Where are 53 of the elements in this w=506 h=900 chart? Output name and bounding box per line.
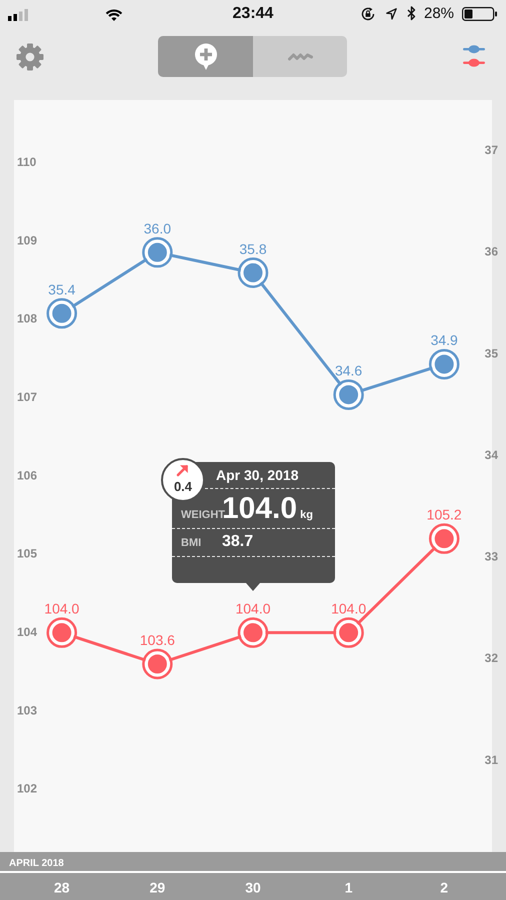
y2-tick-label: 31	[484, 752, 498, 767]
data-label: 35.4	[48, 281, 76, 298]
data-label: 104.0	[44, 600, 80, 617]
y2-tick-label: 34	[484, 448, 498, 462]
y-tick-label: 106	[17, 468, 38, 482]
annotation: BMI	[180, 537, 202, 549]
y-tick-label: 103	[17, 703, 38, 718]
data-label: 36.0	[144, 220, 172, 236]
point	[333, 379, 364, 410]
data-label: 104.0	[235, 600, 271, 617]
x-axis-title: APRIL 2018	[9, 858, 64, 869]
x-tick-label: 2	[440, 879, 448, 896]
tab-button[interactable]	[253, 36, 347, 77]
x-tick-label: 30	[245, 879, 261, 896]
tab-button[interactable]	[158, 36, 253, 77]
y2-tick-label: 36	[484, 244, 498, 259]
x-tick-label: 29	[150, 879, 166, 896]
annotation: 0.4	[172, 478, 194, 496]
point	[333, 617, 364, 648]
data-label: 105.2	[426, 506, 462, 523]
x-tick-label: 28	[54, 879, 70, 896]
annotation: kg	[300, 509, 313, 521]
point	[428, 348, 460, 380]
y-tick-label: 104	[17, 624, 38, 639]
y2-tick-label: 37	[484, 143, 498, 158]
annotation: 38.7	[222, 533, 254, 551]
y2-tick-label: 33	[484, 550, 498, 564]
data-label: 103.6	[140, 632, 176, 648]
y-tick-label: 109	[17, 233, 38, 248]
data-label: 34.9	[430, 332, 458, 348]
y-tick-label: 110	[17, 154, 37, 169]
annotation: Apr 30, 2018	[205, 462, 335, 489]
point	[142, 237, 173, 268]
y2-tick-label: 32	[484, 651, 498, 666]
y-tick-label: 107	[17, 390, 38, 404]
y-tick-label: 108	[17, 312, 38, 326]
y-tick-label: 102	[17, 782, 38, 796]
y2-tick-label: 35	[484, 346, 498, 360]
annotation: WEIGHT	[180, 509, 225, 521]
point	[46, 298, 78, 329]
point	[46, 617, 78, 648]
point	[238, 617, 268, 648]
y-tick-label: 105	[17, 546, 38, 561]
text: 28%	[424, 4, 454, 24]
data-label: 35.8	[239, 240, 267, 257]
point	[142, 648, 173, 680]
point	[428, 523, 460, 554]
data-label: 34.6	[334, 362, 362, 379]
annotation: 104.0	[222, 492, 298, 525]
data-label: 104.0	[331, 600, 366, 617]
text: 23:44	[232, 5, 274, 22]
point	[238, 258, 268, 288]
x-tick-label: 1	[344, 879, 353, 896]
